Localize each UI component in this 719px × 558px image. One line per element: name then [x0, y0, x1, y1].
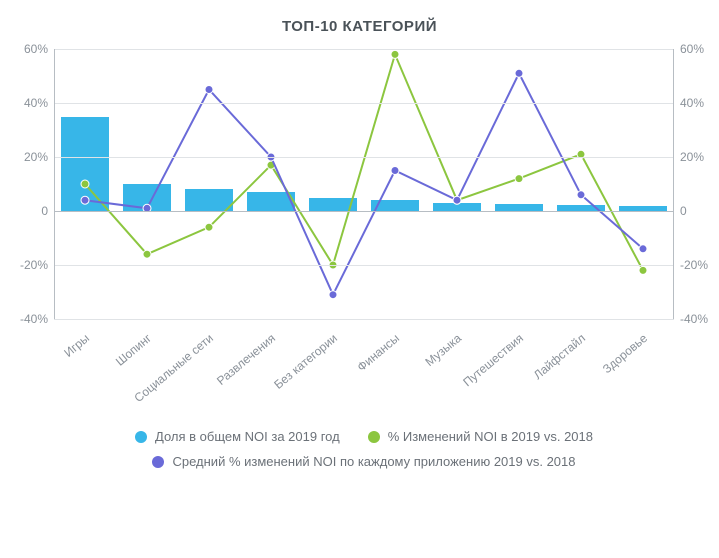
y-tick-left: -40% — [20, 312, 54, 326]
series-marker — [515, 69, 523, 77]
gridline — [54, 49, 674, 50]
gridline — [54, 157, 674, 158]
y-tick-left: 20% — [24, 150, 54, 164]
series-marker — [81, 196, 89, 204]
y-tick-right: 40% — [674, 96, 704, 110]
legend: Доля в общем NOI за 2019 год % Изменений … — [54, 429, 674, 469]
y-tick-left: 0 — [41, 204, 54, 218]
legend-label: % Изменений NOI в 2019 vs. 2018 — [388, 429, 593, 444]
y-tick-right: 20% — [674, 150, 704, 164]
axis-line — [673, 49, 674, 319]
legend-item: % Изменений NOI в 2019 vs. 2018 — [368, 429, 593, 444]
y-tick-left: 60% — [24, 42, 54, 56]
legend-label: Средний % изменений NOI по каждому прило… — [172, 454, 575, 469]
y-tick-right: -20% — [674, 258, 708, 272]
gridline — [54, 265, 674, 266]
series-marker — [205, 223, 213, 231]
gridline — [54, 103, 674, 104]
series-marker — [81, 180, 89, 188]
y-tick-right: 60% — [674, 42, 704, 56]
series-line — [85, 54, 643, 270]
y-tick-left: -20% — [20, 258, 54, 272]
legend-label: Доля в общем NOI за 2019 год — [155, 429, 340, 444]
chart-container: ТОП-10 КАТЕГОРИЙ -40%-20%020%40%60% -40%… — [0, 0, 719, 558]
series-marker — [577, 191, 585, 199]
y-tick-right: 0 — [674, 204, 687, 218]
lines-layer — [54, 49, 674, 319]
chart-title: ТОП-10 КАТЕГОРИЙ — [10, 18, 709, 35]
series-marker — [453, 196, 461, 204]
legend-swatch — [368, 431, 380, 443]
series-marker — [391, 167, 399, 175]
legend-item: Доля в общем NOI за 2019 год — [135, 429, 340, 444]
axis-line — [54, 49, 55, 319]
series-marker — [639, 266, 647, 274]
axis-line — [54, 211, 674, 212]
series-marker — [639, 245, 647, 253]
series-marker — [391, 50, 399, 58]
legend-item: Средний % изменений NOI по каждому прило… — [152, 454, 575, 469]
series-marker — [205, 86, 213, 94]
legend-swatch — [135, 431, 147, 443]
series-line — [85, 73, 643, 294]
series-marker — [143, 250, 151, 258]
plot-area: -40%-20%020%40%60% -40%-20%020%40%60% Иг… — [54, 49, 674, 319]
legend-swatch — [152, 456, 164, 468]
series-marker — [515, 175, 523, 183]
y-tick-left: 40% — [24, 96, 54, 110]
